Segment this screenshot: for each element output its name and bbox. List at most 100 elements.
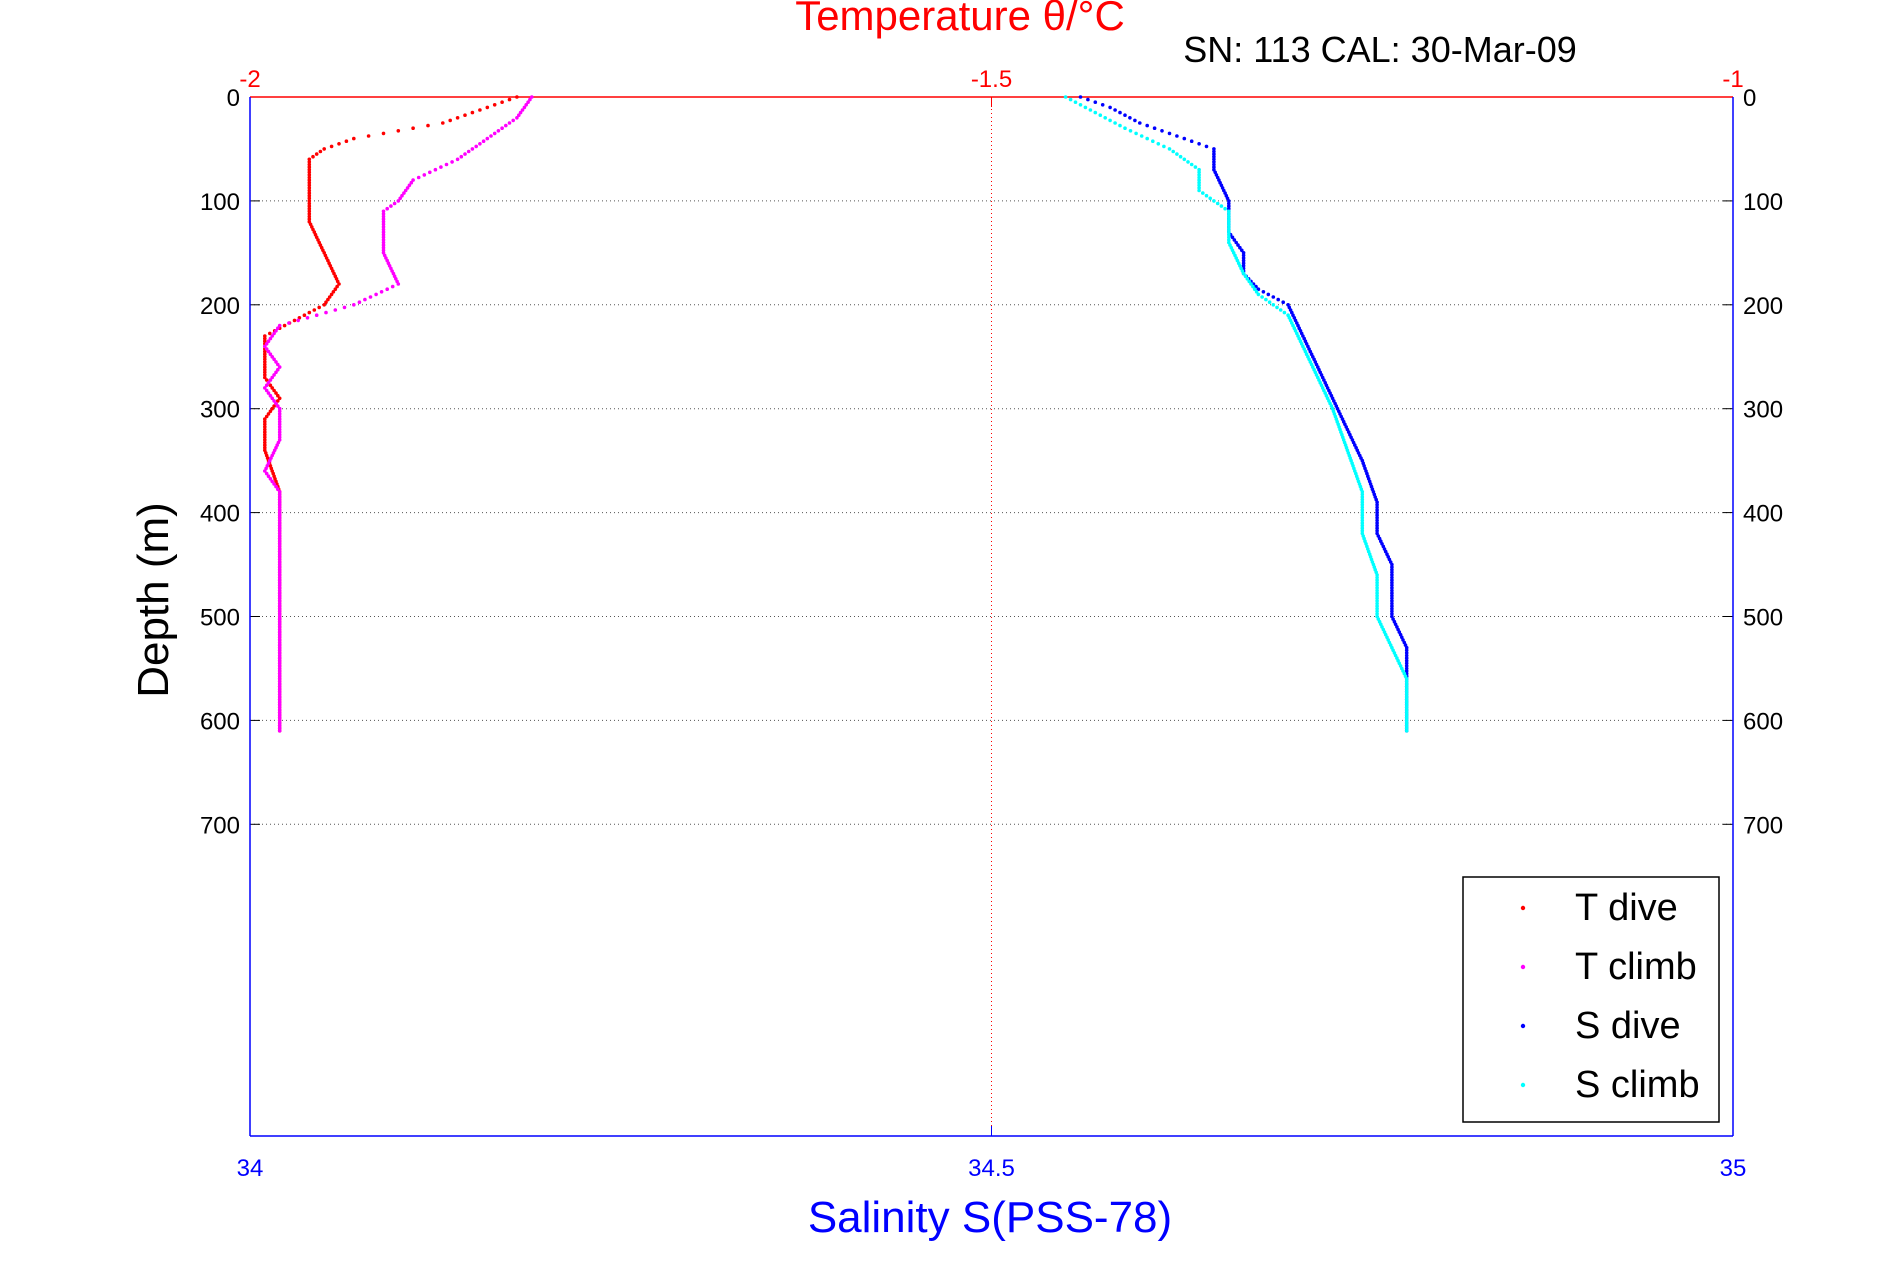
legend-marker: [1520, 1082, 1526, 1088]
data-point: [272, 331, 276, 336]
data-point: [263, 427, 267, 432]
data-point: [270, 406, 275, 411]
data-point: [272, 404, 276, 408]
data-point: [331, 290, 336, 294]
data-point: [1227, 201, 1231, 206]
data-point: [1390, 591, 1394, 595]
data-point: [264, 388, 269, 393]
data-point: [390, 284, 395, 289]
data-point: [266, 380, 271, 385]
data-point: [277, 632, 282, 637]
data-point: [342, 305, 347, 310]
series-s-climb: [1063, 95, 1409, 733]
data-point: [1241, 256, 1246, 260]
data-point: [277, 586, 282, 590]
legend-label: S climb: [1575, 1064, 1700, 1106]
data-point: [381, 219, 386, 224]
data-point: [274, 370, 278, 375]
data-point: [318, 149, 323, 154]
data-point: [337, 142, 341, 146]
data-point: [277, 697, 282, 702]
data-point: [277, 622, 282, 627]
data-point: [327, 295, 332, 299]
data-point: [500, 126, 504, 130]
data-point: [1360, 513, 1365, 517]
data-point: [1128, 116, 1132, 120]
data-point: [277, 534, 282, 538]
data-point: [1236, 243, 1240, 247]
data-point: [1390, 578, 1394, 582]
data-point: [312, 308, 317, 312]
data-point: [277, 653, 282, 658]
data-point: [1390, 570, 1394, 575]
data-point: [277, 500, 282, 505]
data-point: [277, 580, 282, 585]
data-point: [1160, 129, 1164, 133]
y-tick-label-left: 700: [200, 812, 240, 839]
data-point: [1404, 705, 1409, 710]
y-tick-label-right: 200: [1743, 293, 1783, 320]
data-point: [1193, 165, 1198, 169]
data-point: [1186, 160, 1190, 164]
legend-marker: [1520, 1023, 1526, 1029]
data-point: [1103, 116, 1107, 120]
data-point: [272, 388, 276, 393]
data-point: [1375, 526, 1379, 530]
y-tick-label-right: 100: [1743, 189, 1783, 216]
data-point: [277, 690, 282, 694]
data-point: [489, 134, 493, 138]
data-point: [277, 510, 282, 515]
data-point: [317, 305, 322, 310]
data-point: [1390, 612, 1394, 616]
data-point: [277, 503, 282, 507]
data-point: [1390, 562, 1394, 567]
temperature-tick-label: -1.5: [971, 66, 1012, 93]
data-point: [1404, 723, 1409, 728]
data-point: [277, 640, 282, 645]
data-point: [277, 490, 282, 494]
data-point: [1227, 214, 1231, 219]
data-point: [277, 684, 282, 689]
data-point: [381, 209, 386, 214]
data-point: [277, 432, 282, 437]
data-point: [1251, 284, 1255, 289]
legend: T dive T climb S dive S climb: [1462, 876, 1720, 1123]
data-point: [263, 355, 267, 359]
data-point: [1404, 687, 1409, 691]
data-point: [272, 357, 276, 362]
data-point: [276, 362, 280, 367]
data-point: [1189, 162, 1194, 167]
data-point: [1404, 658, 1409, 663]
data-point: [277, 578, 282, 582]
data-point: [1390, 586, 1394, 590]
data-point: [266, 339, 271, 344]
data-point: [1249, 282, 1253, 286]
data-point: [1360, 497, 1365, 502]
data-point: [277, 713, 282, 717]
data-point: [381, 245, 386, 250]
data-point: [1375, 604, 1379, 608]
data-point: [277, 513, 282, 517]
data-point: [405, 186, 410, 190]
data-point: [439, 165, 443, 169]
data-point: [263, 419, 267, 424]
data-point: [1375, 508, 1379, 512]
data-point: [1375, 575, 1379, 580]
data-point: [292, 318, 297, 323]
data-point: [263, 370, 267, 375]
data-point: [307, 162, 312, 167]
data-point: [1078, 95, 1083, 99]
data-point: [1241, 253, 1246, 258]
data-point: [1254, 290, 1259, 294]
data-point: [381, 240, 386, 245]
data-point: [385, 287, 390, 292]
data-point: [264, 471, 269, 476]
data-point: [322, 147, 327, 151]
data-point: [1375, 510, 1379, 515]
data-point: [1390, 588, 1394, 593]
data-point: [263, 425, 267, 429]
data-point: [263, 373, 267, 377]
data-point: [1227, 227, 1231, 232]
data-point: [276, 404, 280, 408]
data-point: [1271, 303, 1276, 307]
